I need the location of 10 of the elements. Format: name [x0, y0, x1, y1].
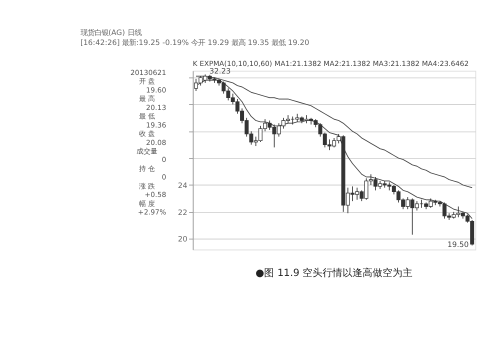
y-tick-label: 24: [178, 180, 188, 190]
annotation: 32.23: [209, 66, 232, 76]
y-tick-label: 20: [178, 234, 188, 244]
y-tick-label: 22: [178, 208, 188, 217]
chart-subtitle: [16:42:26] 最新:19.25 -0.19% 今开 19.29 最高 19.35 最低 19.20: [80, 38, 310, 48]
candlestick: [194, 78, 198, 92]
candlestick: [414, 200, 419, 211]
annotation: 19.50: [447, 240, 469, 249]
text: ●图 11.9 空头行情以逢高做空为主: [255, 267, 413, 280]
text: 现货白银(AG) 日线: [80, 28, 142, 38]
